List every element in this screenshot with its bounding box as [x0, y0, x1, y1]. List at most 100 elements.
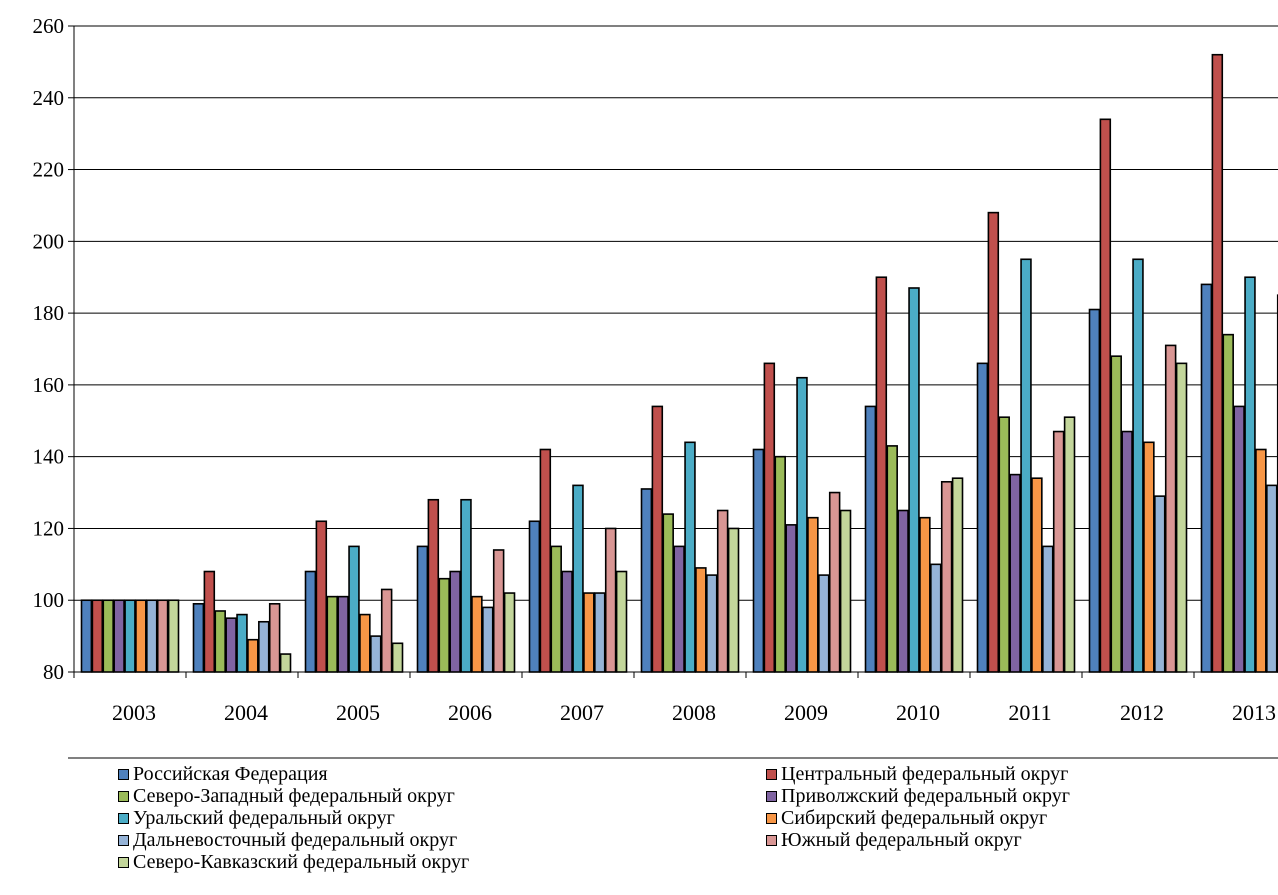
- bar: [651, 405, 664, 673]
- bar: [304, 570, 317, 673]
- bar: [763, 362, 776, 673]
- bar: [752, 448, 765, 673]
- bar: [1063, 416, 1076, 673]
- x-tick-label: 2004: [224, 700, 268, 725]
- bar: [268, 603, 281, 673]
- bar: [1110, 355, 1122, 673]
- legend-swatch: [118, 768, 129, 780]
- bar: [1020, 258, 1032, 673]
- bar: [727, 527, 740, 673]
- bar: [146, 599, 158, 673]
- bar: [380, 588, 393, 673]
- bar: [919, 516, 931, 673]
- bar: [391, 642, 404, 673]
- legend-label: Уральский федеральный округ: [133, 807, 395, 829]
- legend-item: Северо-Кавказский федеральный округ: [118, 851, 469, 873]
- bar: [818, 574, 830, 673]
- legend-item: Северо-Западный федеральный округ: [118, 785, 455, 807]
- bar: [1266, 484, 1278, 673]
- bar: [279, 653, 292, 673]
- legend-label: Северо-Западный федеральный округ: [133, 785, 455, 807]
- x-tick-label: 2003: [112, 700, 156, 725]
- legend-label: Южный федеральный округ: [781, 829, 1022, 851]
- tick-labels: 80 100 120 140 160 180 200 220 240 260 2003 2004 200…: [33, 14, 1277, 725]
- legend-item: Центральный федеральный округ: [766, 763, 1068, 785]
- bar: [460, 498, 472, 673]
- bar: [1200, 283, 1213, 673]
- gridlines: [74, 25, 1278, 601]
- bar: [492, 549, 505, 673]
- y-tick-label: 260: [33, 14, 65, 38]
- bar: [583, 592, 595, 673]
- bar: [1009, 473, 1021, 673]
- x-tick-label: 2005: [336, 700, 380, 725]
- bar: [615, 570, 628, 673]
- legend-label: Дальневосточный федеральный округ: [133, 829, 458, 851]
- bar: [482, 606, 494, 673]
- x-tick-label: 2007: [560, 700, 604, 725]
- bar: [156, 599, 169, 673]
- bar: [225, 617, 237, 673]
- bar: [561, 570, 573, 673]
- bar: [1132, 258, 1144, 673]
- x-tick-label: 2011: [1008, 700, 1051, 725]
- bar: [908, 287, 920, 673]
- legend-swatch: [118, 812, 129, 824]
- bar: [1088, 308, 1101, 673]
- legend-item: Южный федеральный округ: [766, 829, 1022, 851]
- axes: [68, 25, 1278, 678]
- y-tick-label: 160: [33, 373, 65, 397]
- legend-label: Центральный федеральный округ: [781, 763, 1069, 785]
- bar: [1042, 545, 1054, 673]
- bar: [673, 545, 685, 673]
- y-tick-label: 100: [33, 588, 65, 612]
- legend-swatch: [118, 790, 129, 802]
- bar: [427, 498, 440, 673]
- bar: [102, 599, 114, 673]
- bar: [987, 211, 1000, 673]
- legend-swatch: [766, 790, 777, 802]
- legend-swatch: [766, 834, 777, 846]
- bar: [1099, 118, 1112, 673]
- bar: [684, 441, 696, 673]
- bar: [1233, 405, 1245, 673]
- bar: [124, 599, 136, 673]
- bar: [828, 491, 841, 673]
- bar: [416, 545, 429, 673]
- y-tick-label: 140: [33, 445, 65, 469]
- y-tick-label: 220: [33, 158, 65, 182]
- y-tick-label: 120: [33, 516, 65, 540]
- legend-item: Российская Федерация: [118, 763, 328, 785]
- bar: [1164, 344, 1177, 673]
- bar: [348, 545, 360, 673]
- x-tick-label: 2008: [672, 700, 716, 725]
- bar: [135, 599, 147, 673]
- bar: [449, 570, 461, 673]
- x-tick-label: 2013: [1232, 700, 1276, 725]
- bar: [247, 638, 259, 673]
- bar: [438, 577, 450, 673]
- legend-swatch: [766, 768, 777, 780]
- bar: [839, 509, 852, 673]
- bar: [1244, 276, 1256, 673]
- bar: [572, 484, 584, 673]
- bar: [1052, 430, 1065, 673]
- bar: [359, 613, 371, 673]
- bar: [706, 574, 718, 673]
- bar: [471, 595, 483, 673]
- legend-item: Сибирский федеральный округ: [766, 807, 1047, 829]
- bar: [716, 509, 729, 673]
- bar: [976, 362, 989, 673]
- bar: [998, 416, 1010, 673]
- y-tick-label: 200: [33, 229, 65, 253]
- bar: [167, 599, 180, 673]
- bar: [258, 620, 270, 673]
- bar: [1031, 477, 1043, 673]
- bar: [326, 595, 338, 673]
- bar: [203, 570, 216, 673]
- legend-swatch: [118, 834, 129, 846]
- legend-label: Приволжский федеральный округ: [781, 785, 1070, 807]
- legend-label: Северо-Кавказский федеральный округ: [133, 851, 470, 873]
- bar: [897, 509, 909, 673]
